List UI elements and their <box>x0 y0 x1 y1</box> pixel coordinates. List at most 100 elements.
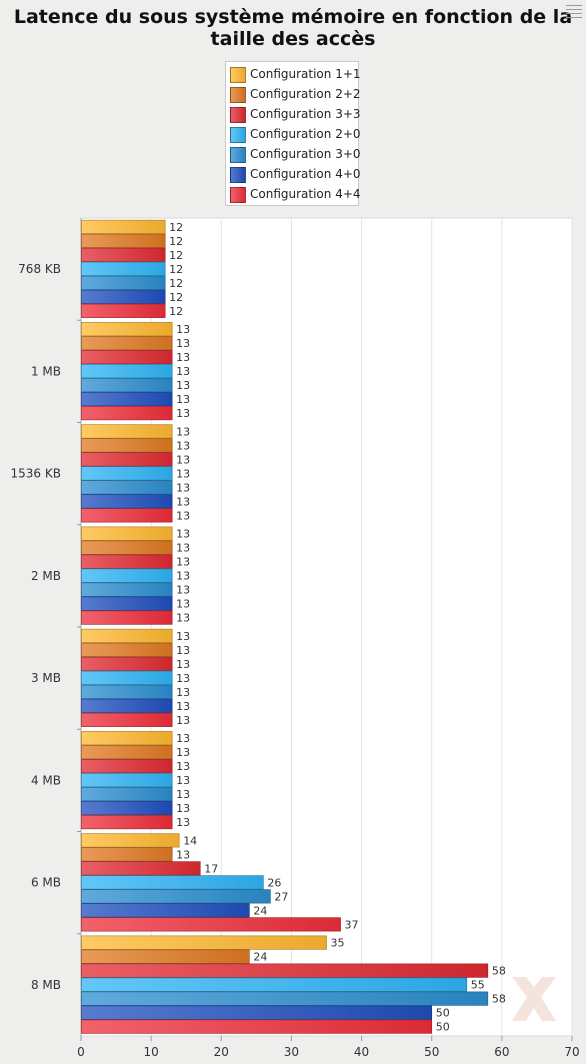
data-label: 13 <box>176 407 190 420</box>
data-label: 13 <box>176 714 190 727</box>
legend-item[interactable]: Configuration 4+0 <box>230 166 361 184</box>
bar[interactable] <box>81 670 173 685</box>
bar[interactable] <box>81 336 173 351</box>
bar[interactable] <box>81 289 166 304</box>
data-label: 13 <box>176 528 190 541</box>
bar[interactable] <box>81 233 166 248</box>
bar[interactable] <box>81 1019 433 1034</box>
chart-title: Latence du sous système mémoire en fonct… <box>0 6 586 50</box>
bar[interactable] <box>81 712 173 727</box>
x-tick-label: 50 <box>424 1045 439 1059</box>
bar[interactable] <box>81 494 173 509</box>
bar[interactable] <box>81 322 173 337</box>
bar[interactable] <box>81 350 173 365</box>
bar[interactable] <box>81 378 173 393</box>
bar[interactable] <box>81 773 173 788</box>
data-label: 14 <box>183 834 197 847</box>
bar[interactable] <box>81 963 489 978</box>
bar[interactable] <box>81 684 173 699</box>
bar[interactable] <box>81 466 173 481</box>
data-label: 13 <box>176 556 190 569</box>
bar[interactable] <box>81 424 173 439</box>
bar[interactable] <box>81 554 173 569</box>
bar[interactable] <box>81 977 468 992</box>
bar[interactable] <box>81 731 173 746</box>
data-label: 12 <box>169 277 183 290</box>
bar[interactable] <box>81 1005 433 1020</box>
category-label: 4 MB <box>31 773 61 787</box>
data-label: 13 <box>176 816 190 829</box>
chart-title-line-1: Latence du sous système mémoire en fonct… <box>13 6 573 28</box>
bar[interactable] <box>81 261 166 276</box>
x-tick-label: 10 <box>144 1045 159 1059</box>
bar[interactable] <box>81 991 489 1006</box>
bar[interactable] <box>81 508 173 523</box>
bar[interactable] <box>81 801 173 816</box>
bar[interactable] <box>81 247 166 262</box>
bar[interactable] <box>81 596 173 611</box>
chart-menu-icon[interactable] <box>563 2 585 20</box>
legend-item[interactable]: Configuration 3+0 <box>230 146 361 164</box>
bar[interactable] <box>81 759 173 774</box>
bar[interactable] <box>81 903 250 918</box>
data-label: 13 <box>176 732 190 745</box>
category-label: 6 MB <box>31 876 61 890</box>
bar[interactable] <box>81 438 173 453</box>
x-tick-label: 20 <box>214 1045 229 1059</box>
data-label: 13 <box>176 584 190 597</box>
data-label: 13 <box>176 848 190 861</box>
legend-item[interactable]: Configuration 3+3 <box>230 106 361 124</box>
legend-item[interactable]: Configuration 4+4 <box>230 186 361 204</box>
bar[interactable] <box>81 698 173 713</box>
bar[interactable] <box>81 847 173 862</box>
data-label: 13 <box>176 351 190 364</box>
bar[interactable] <box>81 745 173 760</box>
bar[interactable] <box>81 787 173 802</box>
x-tick-label: 40 <box>354 1045 369 1059</box>
bar[interactable] <box>81 452 173 467</box>
data-label: 13 <box>176 365 190 378</box>
legend-swatch <box>230 127 246 143</box>
data-label: 13 <box>176 598 190 611</box>
legend-swatch <box>230 187 246 203</box>
bar[interactable] <box>81 582 173 597</box>
bar[interactable] <box>81 392 173 407</box>
bar[interactable] <box>81 917 341 932</box>
bar[interactable] <box>81 364 173 379</box>
legend-label: Configuration 2+0 <box>250 127 361 141</box>
chart-legend: Configuration 1+1 Configuration 2+2 Config… <box>225 61 361 206</box>
bar[interactable] <box>81 568 173 583</box>
data-label: 12 <box>169 249 183 262</box>
data-label: 13 <box>176 658 190 671</box>
data-label: 12 <box>169 221 183 234</box>
bar[interactable] <box>81 935 327 950</box>
bar[interactable] <box>81 656 173 671</box>
bar[interactable] <box>81 275 166 290</box>
legend-item[interactable]: Configuration 2+2 <box>230 86 361 104</box>
bar[interactable] <box>81 219 166 234</box>
bar[interactable] <box>81 610 173 625</box>
data-label: 50 <box>436 1007 450 1020</box>
data-label: 24 <box>253 951 267 964</box>
bar[interactable] <box>81 833 180 848</box>
bar[interactable] <box>81 628 173 643</box>
x-tick-label: 30 <box>284 1045 299 1059</box>
chart-title-line-2: taille des accès <box>210 28 376 50</box>
bar[interactable] <box>81 480 173 495</box>
bar[interactable] <box>81 526 173 541</box>
bar[interactable] <box>81 642 173 657</box>
data-label: 24 <box>253 904 267 917</box>
bar[interactable] <box>81 406 173 421</box>
bar[interactable] <box>81 949 250 964</box>
legend-item[interactable]: Configuration 2+0 <box>230 126 361 144</box>
legend-item[interactable]: Configuration 1+1 <box>230 66 361 84</box>
data-label: 13 <box>176 630 190 643</box>
bar[interactable] <box>81 815 173 830</box>
bar[interactable] <box>81 889 271 904</box>
legend-label: Configuration 3+3 <box>250 107 361 121</box>
bar[interactable] <box>81 303 166 318</box>
bar[interactable] <box>81 875 264 890</box>
legend-label: Configuration 4+4 <box>250 187 361 201</box>
bar[interactable] <box>81 861 201 876</box>
bar[interactable] <box>81 540 173 555</box>
